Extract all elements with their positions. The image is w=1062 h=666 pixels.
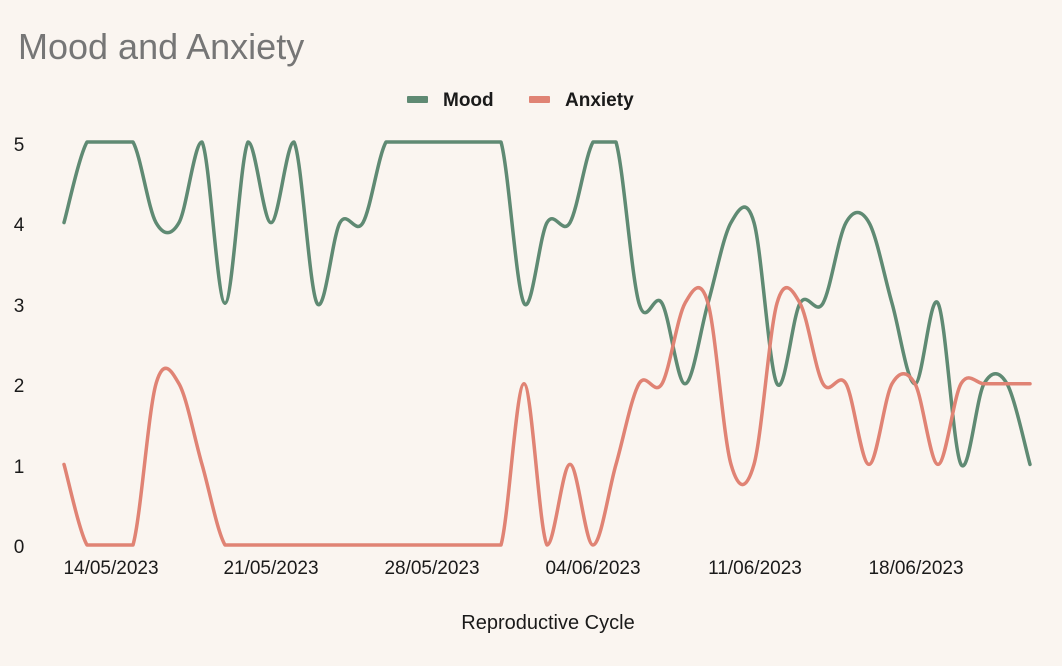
y-tick-label: 2	[14, 376, 25, 397]
x-tick-label: 28/05/2023	[384, 558, 479, 579]
x-tick-label: 04/06/2023	[545, 558, 640, 579]
legend-label-anxiety: Anxiety	[565, 90, 634, 111]
x-tick-label: 21/05/2023	[223, 558, 318, 579]
x-axis-ticks: 14/05/2023 21/05/2023 28/05/2023 04/06/2…	[63, 558, 963, 579]
legend-swatch-mood	[407, 96, 428, 103]
y-axis-ticks: 0 1 2 3 4 5	[14, 135, 25, 558]
x-tick-label: 11/06/2023	[708, 558, 802, 579]
y-tick-label: 0	[14, 537, 25, 558]
x-tick-label: 14/05/2023	[63, 558, 158, 579]
y-tick-label: 3	[14, 296, 25, 317]
y-tick-label: 4	[14, 215, 25, 236]
y-tick-label: 1	[14, 457, 25, 478]
legend-swatch-anxiety	[529, 96, 550, 103]
series-line-anxiety	[62, 286, 1032, 547]
legend: Mood Anxiety	[407, 90, 634, 111]
chart-title: Mood and Anxiety	[18, 26, 305, 67]
series-line-mood	[62, 140, 1032, 468]
y-tick-label: 5	[14, 135, 25, 156]
x-tick-label: 18/06/2023	[868, 558, 963, 579]
legend-label-mood: Mood	[443, 90, 494, 111]
plot-lines	[62, 140, 1032, 547]
x-axis-label: Reproductive Cycle	[461, 612, 634, 634]
